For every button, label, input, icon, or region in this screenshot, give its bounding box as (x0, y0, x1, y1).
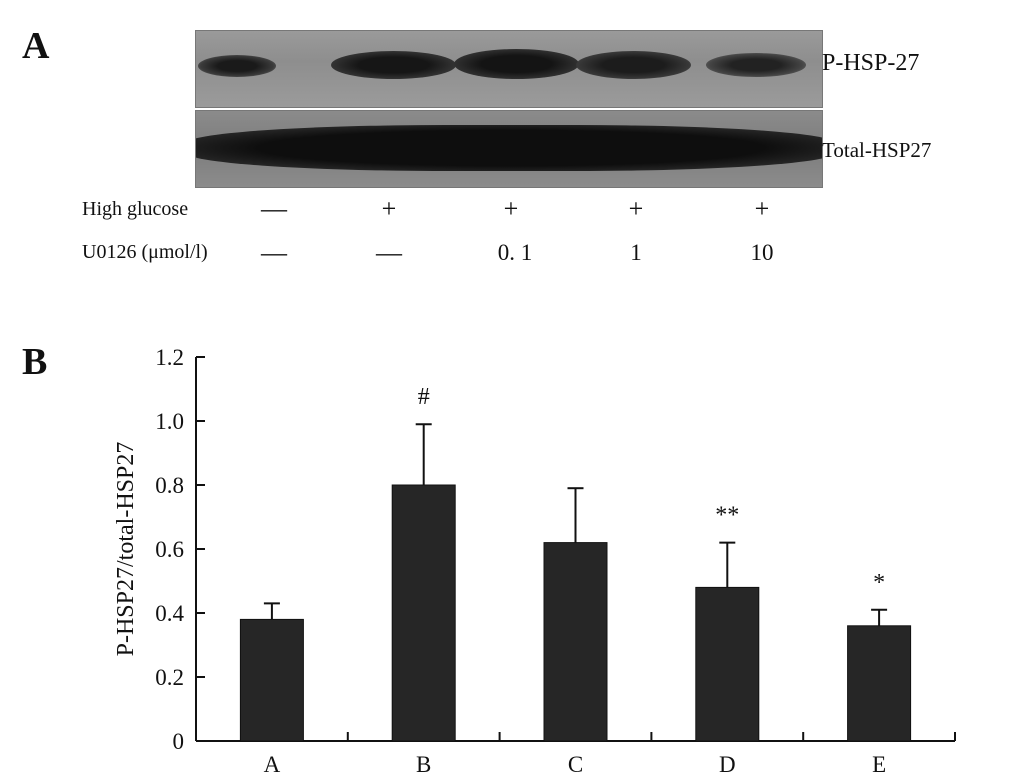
x-category-label: A (264, 752, 281, 777)
glucose-mark: — (261, 194, 287, 223)
bar (239, 618, 304, 742)
phsp27-blot-image (195, 30, 823, 108)
y-tick-label: 0.6 (155, 537, 184, 562)
bar (695, 586, 760, 742)
bar (847, 625, 912, 742)
y-tick-label: 1.2 (155, 345, 184, 370)
u0126-mark: — (376, 238, 402, 267)
panel-a-letter: A (22, 25, 50, 67)
x-category-label: C (568, 752, 583, 777)
u0126-label: U0126 (μmol/l) (82, 241, 208, 263)
y-tick-label: 0.2 (155, 665, 184, 690)
high-glucose-label: High glucose (82, 198, 189, 220)
x-category-label: B (416, 752, 431, 777)
x-category-label: D (719, 752, 736, 777)
glucose-mark: + (381, 194, 397, 223)
significance-annotation: # (418, 384, 430, 410)
significance-annotation: ** (715, 503, 739, 529)
u0126-mark: 0. 1 (497, 240, 533, 265)
x-category-label: E (872, 752, 886, 777)
bar (543, 542, 608, 742)
glucose-mark: + (754, 194, 770, 223)
phsp27-label: P-HSP-27 (822, 50, 920, 76)
y-tick-label: 0.8 (155, 473, 184, 498)
y-tick-label: 0 (173, 729, 185, 754)
glucose-mark: + (503, 194, 519, 223)
y-tick-label: 0.4 (155, 601, 184, 626)
total-hsp27-blot-image (195, 110, 823, 188)
u0126-mark: — (261, 238, 287, 267)
y-tick-label: 1.0 (155, 409, 184, 434)
total-hsp27-label: Total-HSP27 (822, 138, 932, 162)
y-axis-label: P-HSP27/total-HSP27 (113, 442, 139, 657)
bar (391, 484, 456, 742)
glucose-mark: + (628, 194, 644, 223)
significance-annotation: * (873, 570, 885, 596)
u0126-mark: 1 (630, 240, 642, 265)
u0126-mark: 10 (750, 240, 774, 265)
panel-b-letter: B (22, 341, 48, 383)
